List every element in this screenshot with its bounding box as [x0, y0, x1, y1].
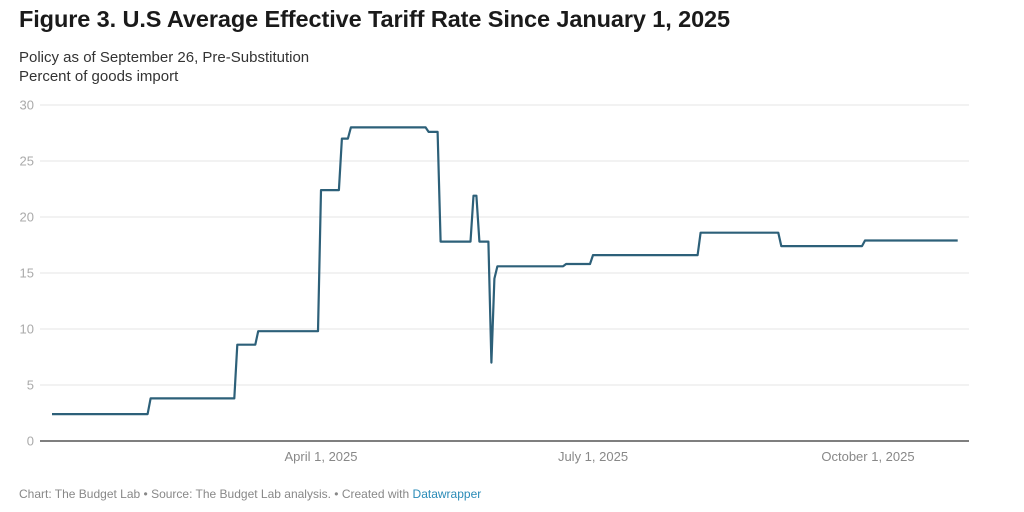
chart-subtitle: Policy as of September 26, Pre-Substitut… — [19, 48, 309, 86]
subtitle-unit: Percent of goods import — [19, 68, 179, 85]
y-axis-ticks: 0 5 10 15 20 25 30 — [20, 98, 34, 449]
chart-footer: Chart: The Budget Lab • Source: The Budg… — [19, 487, 481, 501]
footer-credits: Chart: The Budget Lab • Source: The Budg… — [19, 487, 413, 501]
y-tick-label: 25 — [20, 154, 34, 169]
y-tick-label: 30 — [20, 98, 34, 113]
x-axis-ticks: April 1, 2025 July 1, 2025 October 1, 2025 — [285, 449, 915, 464]
subtitle-policy: Policy as of September 26, Pre-Substitut… — [19, 49, 310, 66]
series-group — [52, 126, 958, 416]
x-tick-label: July 1, 2025 — [558, 449, 628, 464]
y-tick-label: 5 — [27, 378, 34, 393]
series-line — [52, 126, 958, 416]
y-tick-label: 0 — [27, 434, 34, 449]
chart-title: Figure 3. U.S Average Effective Tariff R… — [19, 6, 730, 32]
gridlines — [40, 104, 969, 386]
datawrapper-link[interactable]: Datawrapper — [412, 487, 482, 501]
y-tick-label: 15 — [20, 266, 34, 281]
x-tick-label: April 1, 2025 — [285, 449, 358, 464]
y-tick-label: 20 — [20, 210, 34, 225]
y-tick-label: 10 — [20, 322, 34, 337]
x-tick-label: October 1, 2025 — [821, 449, 914, 464]
